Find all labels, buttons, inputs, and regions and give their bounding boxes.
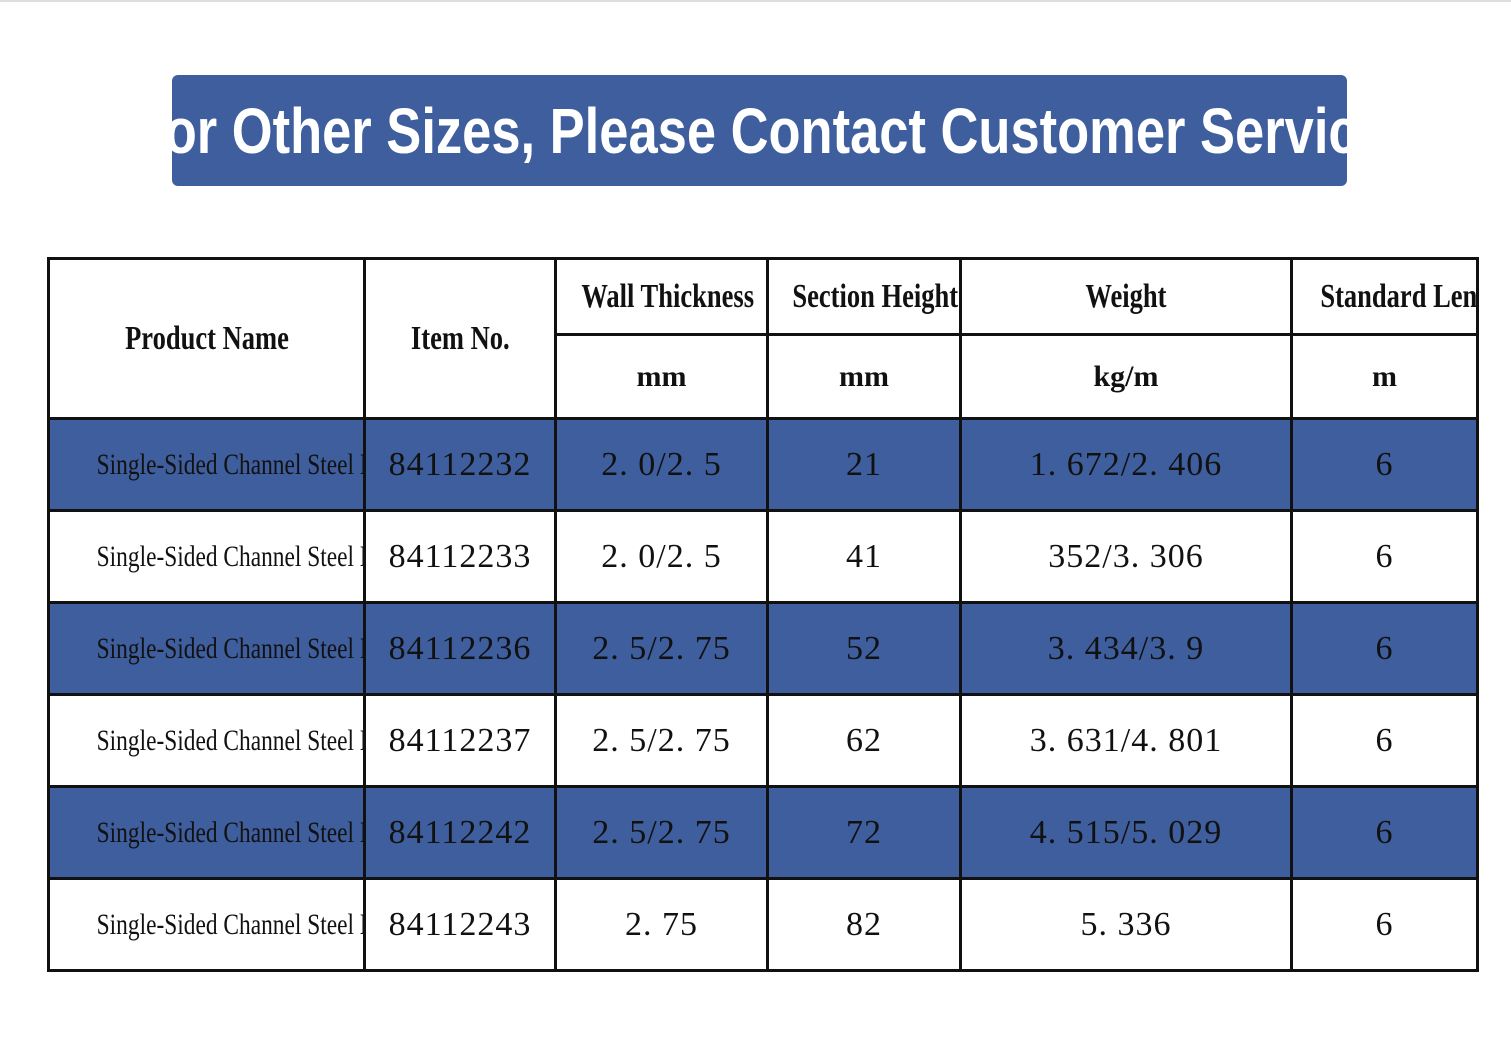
data-cell: 4. 515/5. 029 [959,785,1293,880]
data-cell: 84112232 [363,417,557,512]
data-cell: 62 [766,693,962,788]
header-text: Wall Thickness [581,277,755,315]
data-cell: 5. 336 [959,877,1293,972]
table-body: Product Name Item No. Wall Thickness Sectio… [47,257,1479,972]
top-rule [0,0,1511,2]
product-name: Single-Sided Channel Steel BM-21 [96,447,362,481]
data-cell: 84112242 [363,785,557,880]
data-cell: 84112236 [363,601,557,696]
spec-table: Product Name Item No. Wall Thickness Sectio… [47,257,1479,972]
unit-cell: kg/m [959,333,1293,420]
header-cell: Section Height [766,257,962,336]
product-name-cell: Single-Sided Channel Steel BM-62 [47,693,366,788]
data-cell: 2. 0/2. 5 [554,417,769,512]
product-name-cell: Single-Sided Channel Steel BM-52 [47,601,366,696]
header-cell: Product Name [47,257,366,420]
data-row: Single-Sided Channel Steel BM-8284112243… [47,877,1479,972]
product-name-cell: Single-Sided Channel Steel BM-21 [47,417,366,512]
header-cell: Wall Thickness [554,257,769,336]
data-cell: 6 [1290,877,1479,972]
unit-row: mm mm kg/m m [49,333,1479,420]
header-text: Standard Length [1320,277,1478,315]
data-row: Single-Sided Channel Steel BM-7284112242… [47,785,1479,880]
unit-cell: mm [766,333,962,420]
data-cell: 84112233 [363,509,557,604]
data-cell: 2. 75 [554,877,769,972]
data-cell: 6 [1290,509,1479,604]
data-cell: 72 [766,785,962,880]
unit-cell: mm [554,333,769,420]
data-cell: 3. 631/4. 801 [959,693,1293,788]
product-name: Single-Sided Channel Steel BM-52 [96,631,362,665]
data-row: Single-Sided Channel Steel BM-5284112236… [47,601,1479,696]
data-cell: 3. 434/3. 9 [959,601,1293,696]
data-cell: 2. 5/2. 75 [554,785,769,880]
header-cell: Item No. [363,257,557,420]
header-text: Product Name [124,319,289,357]
data-cell: 21 [766,417,962,512]
header-row: Product Name Item No. Wall Thickness Sectio… [47,257,1479,420]
product-name-cell: Single-Sided Channel Steel BM-82 [47,877,366,972]
product-name: Single-Sided Channel Steel BM-41 [96,539,362,573]
data-cell: 2. 0/2. 5 [554,509,769,604]
banner-title: For Other Sizes, Please Contact Customer… [172,94,1347,167]
data-row: Single-Sided Channel Steel BM-4184112233… [47,509,1479,604]
data-cell: 82 [766,877,962,972]
data-cell: 2. 5/2. 75 [554,601,769,696]
data-cell: 6 [1290,417,1479,512]
data-cell: 352/3. 306 [959,509,1293,604]
product-name-cell: Single-Sided Channel Steel BM-72 [47,785,366,880]
unit-cell: m [1290,333,1479,420]
data-cell: 6 [1290,601,1479,696]
data-cell: 52 [766,601,962,696]
data-cell: 2. 5/2. 75 [554,693,769,788]
data-cell: 1. 672/2. 406 [959,417,1293,512]
data-cell: 84112237 [363,693,557,788]
header-cell: Standard Length [1290,257,1479,336]
product-name-cell: Single-Sided Channel Steel BM-41 [47,509,366,604]
data-cell: 6 [1290,785,1479,880]
data-cell: 41 [766,509,962,604]
header-text: Item No. [410,319,510,357]
product-name: Single-Sided Channel Steel BM-82 [96,907,362,941]
header-text: Section Height [792,277,959,315]
data-cell: 84112243 [363,877,557,972]
data-row: Single-Sided Channel Steel BM-2184112232… [47,417,1479,512]
data-cell: 6 [1290,693,1479,788]
product-name: Single-Sided Channel Steel BM-72 [96,815,362,849]
header-cell: Weight [959,257,1293,336]
header-text: Weight [1085,277,1167,315]
product-name: Single-Sided Channel Steel BM-62 [96,723,362,757]
data-row: Single-Sided Channel Steel BM-6284112237… [47,693,1479,788]
banner: For Other Sizes, Please Contact Customer… [172,75,1347,186]
